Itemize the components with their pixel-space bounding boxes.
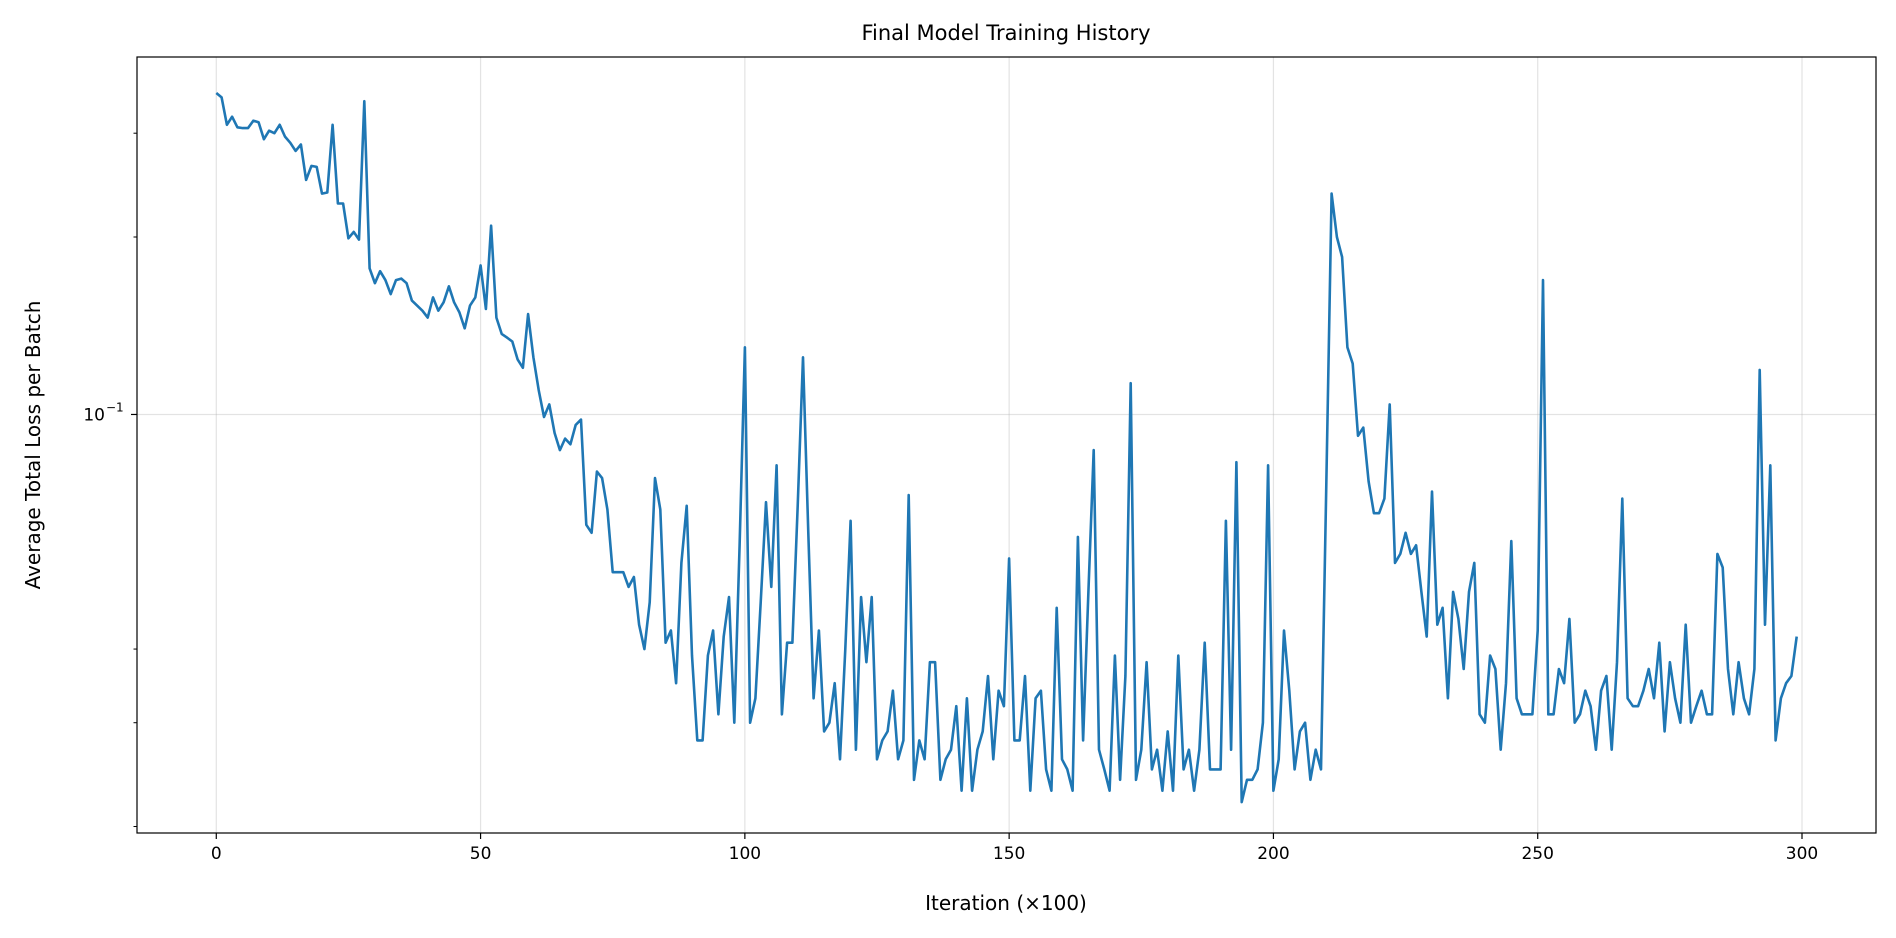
x-tick-label: 150 xyxy=(993,844,1025,864)
x-tick-label: 50 xyxy=(470,844,492,864)
x-tick-label: 250 xyxy=(1521,844,1553,864)
x-tick-label: 0 xyxy=(211,844,222,864)
x-tick-label: 200 xyxy=(1257,844,1289,864)
y-axis-label: Average Total Loss per Batch xyxy=(21,301,45,590)
y-axis: 10 −1 xyxy=(83,132,137,828)
x-axis: 0 50 100 150 200 250 300 xyxy=(211,833,1818,864)
y-tick-label: 10 xyxy=(83,405,105,425)
plot-frame xyxy=(136,56,1877,834)
y-tick-label-exponent: −1 xyxy=(106,400,124,414)
x-tick-label: 100 xyxy=(729,844,761,864)
x-axis-label: Iteration (×100) xyxy=(925,891,1087,915)
chart-title: Final Model Training History xyxy=(861,21,1150,45)
grid xyxy=(137,57,1876,833)
loss-line xyxy=(215,91,1798,804)
x-tick-label: 300 xyxy=(1786,844,1818,864)
series-layer xyxy=(215,91,1798,804)
